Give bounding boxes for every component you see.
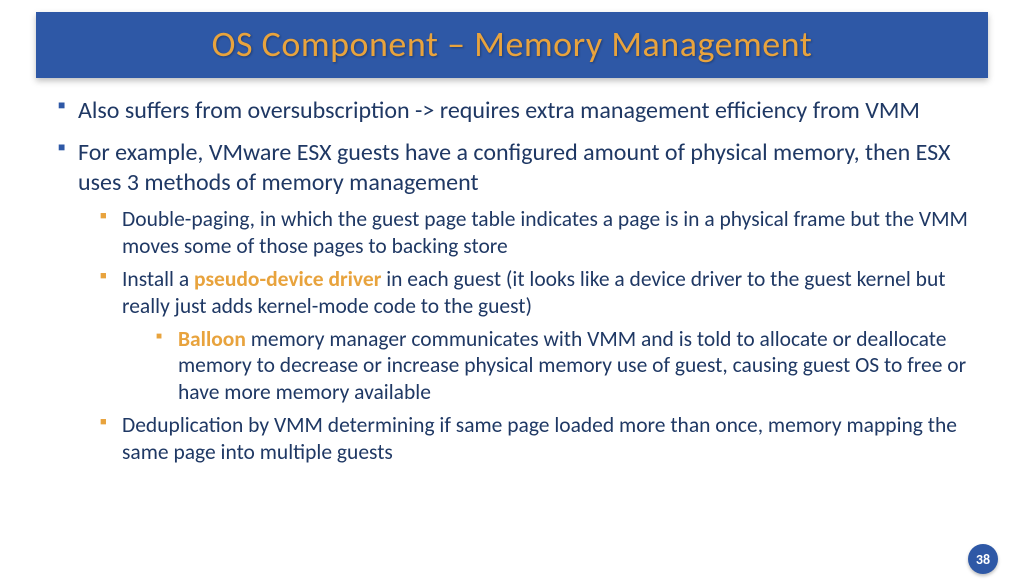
highlight-term: pseudo-device driver	[194, 266, 381, 292]
slide-body: Also suffers from oversubscription -> re…	[0, 78, 1024, 466]
page-number-badge: 38	[968, 544, 998, 574]
list-item: For example, VMware ESX guests have a co…	[58, 138, 976, 466]
slide-title: OS Component – Memory Management	[36, 22, 988, 66]
list-item: Install a pseudo-device driver in each g…	[100, 266, 976, 406]
bullet-list-level3: Balloon memory manager communicates with…	[122, 326, 976, 407]
bullet-list-level2: Double-paging, in which the guest page t…	[78, 206, 976, 466]
list-item: Deduplication by VMM determining if same…	[100, 412, 976, 466]
list-item: Also suffers from oversubscription -> re…	[58, 96, 976, 126]
bullet-list-level1: Also suffers from oversubscription -> re…	[58, 96, 976, 466]
bullet-text: Install a	[122, 266, 194, 292]
list-item: Balloon memory manager communicates with…	[156, 326, 976, 407]
bullet-text: For example, VMware ESX guests have a co…	[78, 138, 950, 197]
bullet-text: memory manager communicates with VMM and…	[178, 326, 966, 406]
title-bar: OS Component – Memory Management	[36, 12, 988, 78]
highlight-term: Balloon	[178, 326, 246, 352]
list-item: Double-paging, in which the guest page t…	[100, 206, 976, 260]
